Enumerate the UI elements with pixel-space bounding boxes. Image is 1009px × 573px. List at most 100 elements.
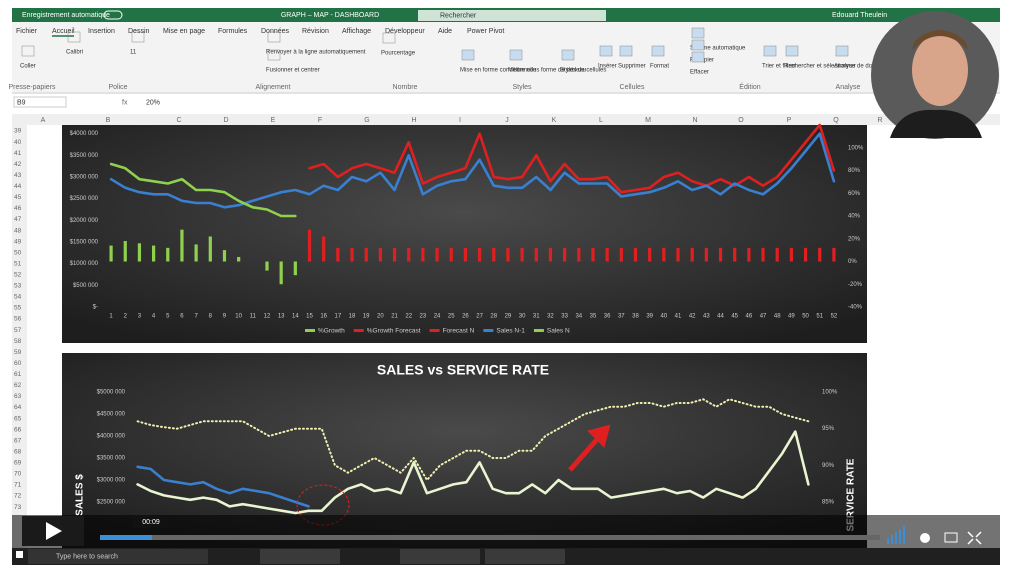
name-box[interactable]	[13, 96, 67, 108]
bar	[789, 247, 793, 262]
bar	[180, 229, 184, 262]
ribbon-tab[interactable]: Révision	[302, 28, 329, 35]
taskbar-app[interactable]	[485, 549, 565, 564]
row-header: 68	[14, 448, 22, 455]
name-box-value: B9	[17, 99, 26, 106]
autosave-toggle[interactable]	[103, 10, 123, 20]
bar	[477, 247, 482, 262]
bar	[392, 247, 397, 262]
bar	[492, 247, 496, 262]
taskbar-search[interactable]	[28, 549, 208, 564]
taskbar-app[interactable]	[400, 549, 480, 564]
x-tick-label: 30	[519, 314, 526, 320]
y2-tick-label: 0%	[848, 259, 857, 265]
bar	[279, 261, 283, 285]
fullscreen-icon[interactable]	[967, 531, 982, 545]
progress-track[interactable]	[100, 535, 880, 540]
y2-tick-label: 40%	[848, 214, 861, 220]
bar	[633, 247, 638, 262]
ribbon-tab[interactable]: Fichier	[16, 28, 38, 35]
y-tick-label: $1000 000	[70, 261, 99, 267]
taskbar-app[interactable]	[260, 549, 340, 564]
search-box[interactable]	[418, 10, 606, 21]
legend-swatch	[533, 329, 544, 332]
volume-icon[interactable]	[887, 526, 905, 544]
column-header: E	[271, 117, 276, 124]
ribbon-button-icon[interactable]	[509, 49, 523, 61]
ribbon-tab[interactable]: Aide	[438, 28, 452, 35]
bar	[350, 247, 354, 262]
bar	[619, 247, 623, 262]
bar	[761, 247, 765, 262]
ribbon-button-icon[interactable]	[382, 32, 396, 44]
ribbon-tab[interactable]: Power Pivot	[467, 28, 504, 35]
ribbon-button-label: Styles de cellules	[560, 68, 606, 74]
ribbon-button-icon[interactable]	[619, 45, 633, 57]
row-header: 72	[14, 493, 22, 500]
ribbon-tab[interactable]: Accueil	[52, 28, 75, 35]
ribbon	[12, 22, 1000, 94]
ribbon-tab[interactable]: Données	[261, 28, 290, 35]
settings-icon[interactable]	[920, 533, 930, 543]
ribbon-button-icon[interactable]	[561, 49, 575, 61]
bar	[676, 247, 680, 262]
ribbon-group-label: Styles	[512, 84, 532, 91]
ribbon-button-icon[interactable]	[691, 39, 705, 51]
bar	[832, 247, 836, 262]
row-header: 48	[14, 227, 22, 234]
row-header: 70	[14, 471, 22, 478]
x-tick-label: 43	[703, 314, 710, 320]
x-tick-label: 35	[590, 314, 597, 320]
ribbon-tab[interactable]: Affichage	[342, 28, 371, 35]
row-header: 50	[14, 249, 22, 256]
row-header: 65	[14, 415, 22, 422]
ribbon-group-label: Édition	[739, 82, 761, 91]
bar	[449, 247, 453, 262]
y2-tick-label: 20%	[848, 236, 861, 242]
x-tick-label: 50	[802, 314, 809, 320]
ribbon-button-icon[interactable]	[67, 31, 81, 43]
ribbon-button-icon[interactable]	[131, 31, 145, 43]
x-tick-label: 21	[391, 314, 398, 320]
ribbon-tab[interactable]: Mise en page	[163, 28, 205, 35]
ribbon-button-icon[interactable]	[835, 45, 849, 57]
row-header: 56	[14, 316, 22, 323]
x-tick-label: 1	[109, 314, 113, 320]
ribbon-button-icon[interactable]	[461, 49, 475, 61]
bar	[662, 247, 666, 262]
ribbon-button-icon[interactable]	[267, 31, 281, 43]
ribbon-button-icon[interactable]	[691, 27, 705, 39]
ribbon-button-icon[interactable]	[785, 45, 799, 57]
legend-swatch	[305, 329, 315, 332]
ribbon-button-icon[interactable]	[267, 49, 281, 61]
x-tick-label: 5	[166, 314, 170, 320]
legend-label: Sales N	[547, 328, 570, 335]
pip-icon[interactable]	[944, 532, 958, 543]
start-button[interactable]	[16, 551, 23, 558]
bar	[577, 247, 581, 262]
ribbon-tab[interactable]: Formules	[218, 28, 248, 35]
ribbon-button-icon[interactable]	[763, 45, 777, 57]
y-tick-label: $2500 000	[70, 196, 99, 202]
x-tick-label: 14	[292, 314, 299, 320]
bar	[307, 229, 312, 262]
ribbon-button-icon[interactable]	[21, 45, 35, 57]
x-tick-label: 25	[448, 314, 455, 320]
y-tick-label: $3000 000	[97, 478, 126, 484]
x-tick-label: 26	[462, 314, 469, 320]
ribbon-tab[interactable]: Dessin	[128, 28, 150, 35]
bar	[648, 247, 652, 262]
x-tick-label: 37	[618, 314, 625, 320]
bar	[548, 247, 553, 262]
x-tick-label: 29	[505, 314, 512, 320]
ribbon-tab[interactable]: Développeur	[385, 28, 425, 35]
ribbon-button-icon[interactable]	[599, 45, 613, 57]
ribbon-button-icon[interactable]	[651, 45, 665, 57]
ribbon-button-label: Analyse de données	[834, 64, 888, 70]
ribbon-tab[interactable]: Insertion	[88, 28, 115, 35]
column-header: N	[692, 117, 697, 124]
row-header: 73	[14, 504, 22, 511]
ribbon-button-icon[interactable]	[691, 51, 705, 63]
bar	[265, 261, 269, 271]
webcam-hair	[912, 30, 968, 50]
